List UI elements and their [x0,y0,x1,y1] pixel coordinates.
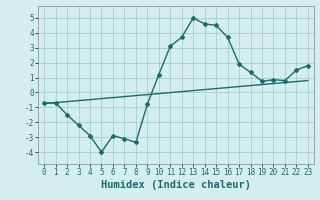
X-axis label: Humidex (Indice chaleur): Humidex (Indice chaleur) [101,180,251,190]
